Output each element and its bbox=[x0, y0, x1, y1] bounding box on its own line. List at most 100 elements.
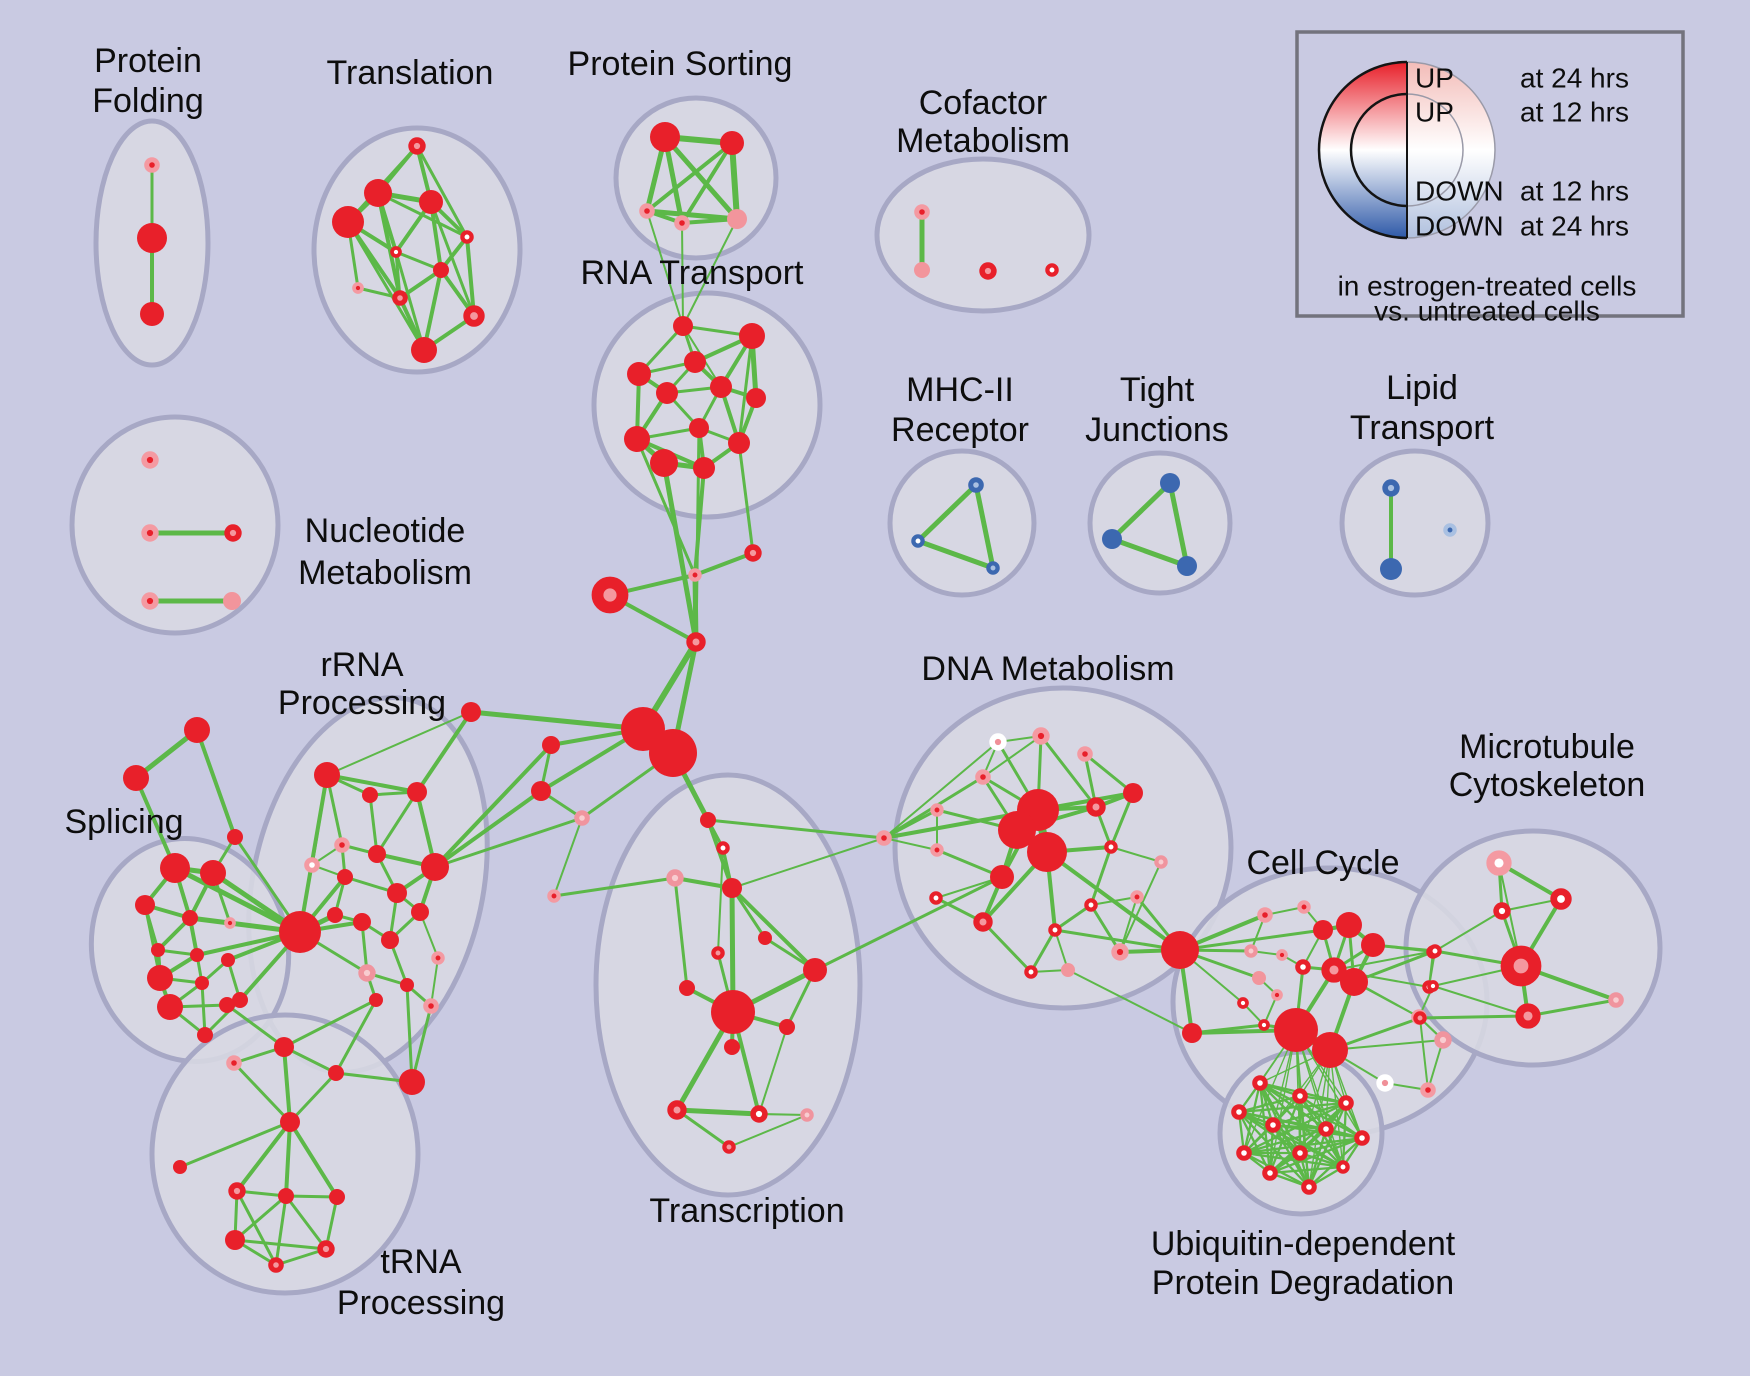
cluster-rna-transport bbox=[591, 290, 823, 520]
node bbox=[1032, 727, 1050, 745]
node bbox=[998, 811, 1036, 849]
edge bbox=[682, 218, 738, 327]
node bbox=[399, 1069, 425, 1095]
node bbox=[990, 865, 1014, 889]
node bbox=[225, 1230, 245, 1250]
node bbox=[689, 418, 709, 438]
node bbox=[979, 262, 997, 280]
node bbox=[929, 891, 943, 905]
edge bbox=[1308, 1049, 1331, 1188]
edge bbox=[398, 268, 443, 300]
edge bbox=[1178, 928, 1325, 952]
node bbox=[1361, 933, 1385, 957]
edge bbox=[1333, 950, 1436, 971]
node bbox=[1130, 890, 1144, 904]
legend-direction-label: UP bbox=[1415, 63, 1454, 94]
edge bbox=[429, 200, 476, 318]
node bbox=[327, 907, 343, 923]
node bbox=[716, 841, 730, 855]
legend-footnote: vs. untreated cells bbox=[1374, 296, 1600, 327]
node bbox=[157, 994, 183, 1020]
edge bbox=[1329, 1039, 1444, 1051]
node bbox=[337, 869, 353, 885]
node bbox=[574, 810, 590, 826]
cluster-label-dna-metabolism: DNA Metabolism bbox=[921, 650, 1174, 688]
node bbox=[328, 1065, 344, 1081]
node bbox=[803, 958, 827, 982]
node bbox=[1252, 971, 1266, 985]
legend-time-label: at 24 hrs bbox=[1520, 211, 1629, 242]
cluster-label-tight-junctions: Tight bbox=[1120, 371, 1195, 409]
node bbox=[219, 997, 235, 1013]
node bbox=[353, 913, 371, 931]
edge bbox=[288, 1120, 339, 1199]
legend-outline-outer-left bbox=[1317, 60, 1408, 240]
cluster-label-microtubule-cytoskeleton: Microtubule bbox=[1459, 728, 1635, 766]
node bbox=[975, 769, 991, 785]
legend-direction-label: DOWN bbox=[1415, 176, 1504, 207]
edge bbox=[1329, 1049, 1344, 1168]
edge bbox=[1434, 910, 1503, 952]
edge bbox=[1039, 734, 1098, 809]
node bbox=[151, 943, 165, 957]
edge bbox=[731, 837, 885, 889]
node bbox=[531, 781, 551, 801]
edge bbox=[1053, 903, 1093, 932]
node bbox=[1236, 1145, 1252, 1161]
cluster-label-nucleotide-metabolism: Nucleotide bbox=[305, 512, 466, 550]
legend-footnote: in estrogen-treated cells bbox=[1338, 271, 1637, 302]
node bbox=[1061, 963, 1075, 977]
node bbox=[460, 230, 474, 244]
node bbox=[914, 262, 930, 278]
node bbox=[986, 561, 1000, 575]
node bbox=[627, 362, 651, 386]
edge bbox=[410, 1004, 433, 1084]
node bbox=[407, 782, 427, 802]
node bbox=[1336, 1160, 1350, 1174]
edge bbox=[346, 220, 426, 352]
node bbox=[387, 883, 407, 903]
cluster-protein-sorting bbox=[613, 95, 779, 261]
node bbox=[141, 524, 159, 542]
edge bbox=[232, 1061, 292, 1124]
node bbox=[973, 912, 993, 932]
node bbox=[160, 853, 190, 883]
node bbox=[329, 1189, 345, 1205]
node bbox=[140, 302, 164, 326]
node bbox=[463, 305, 485, 327]
node bbox=[1182, 1023, 1202, 1043]
edge bbox=[394, 250, 426, 352]
edge bbox=[284, 1120, 292, 1198]
edge bbox=[1526, 998, 1618, 1018]
edge bbox=[1268, 1136, 1364, 1175]
node bbox=[392, 290, 408, 306]
node bbox=[1084, 898, 1098, 912]
node bbox=[362, 787, 378, 803]
node bbox=[779, 1019, 795, 1035]
edge bbox=[1242, 1136, 1364, 1155]
edge bbox=[681, 222, 684, 327]
node bbox=[431, 951, 445, 965]
edge bbox=[981, 920, 1033, 974]
node bbox=[1321, 957, 1347, 983]
edge bbox=[883, 837, 938, 851]
edge bbox=[1029, 928, 1057, 974]
edge bbox=[394, 250, 443, 272]
edge bbox=[644, 208, 740, 222]
edge bbox=[1054, 929, 1069, 971]
legend-time-label: at 24 hrs bbox=[1520, 63, 1629, 94]
node bbox=[1271, 989, 1283, 1001]
node bbox=[649, 729, 697, 777]
node bbox=[423, 998, 439, 1014]
node bbox=[274, 1037, 294, 1057]
edge bbox=[235, 1120, 292, 1193]
node bbox=[650, 122, 680, 152]
node bbox=[750, 1105, 768, 1123]
edge bbox=[1298, 1136, 1364, 1155]
edge bbox=[758, 1026, 788, 1115]
node bbox=[1077, 746, 1093, 762]
node bbox=[1252, 1075, 1268, 1091]
cluster-label-nucleotide-metabolism: Metabolism bbox=[298, 554, 472, 592]
node bbox=[1292, 1145, 1308, 1161]
